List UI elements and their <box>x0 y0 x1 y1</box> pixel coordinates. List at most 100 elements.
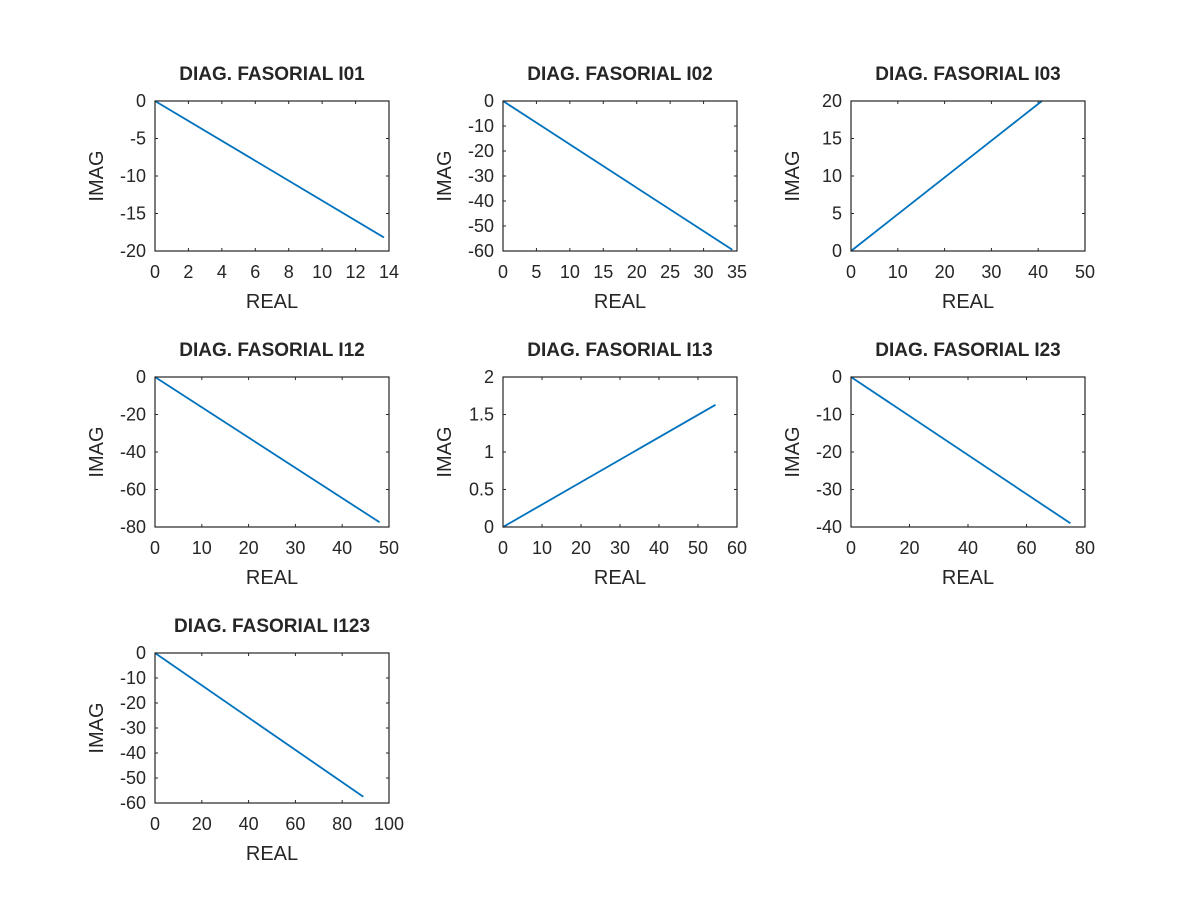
series-line <box>850 376 1071 525</box>
x-axis-label: REAL <box>942 291 994 313</box>
axes-box <box>850 376 1086 528</box>
x-tick-label: 10 <box>312 262 332 282</box>
y-tick-label: 0 <box>136 91 146 111</box>
x-tick-label: 0 <box>846 262 856 282</box>
x-tick-label: 40 <box>649 538 669 558</box>
y-axis-label: IMAG <box>782 150 804 201</box>
y-tick-label: -20 <box>816 442 842 462</box>
subplot-title: DIAG. FASORIAL I12 <box>179 340 364 361</box>
y-tick-label: -60 <box>120 793 146 813</box>
x-tick-label: 8 <box>284 262 294 282</box>
y-tick-label: -30 <box>120 718 146 738</box>
y-tick-label: 0 <box>136 643 146 663</box>
y-axis-label: IMAG <box>434 150 456 201</box>
x-tick-label: 0 <box>150 538 160 558</box>
x-axis-label: REAL <box>594 567 646 589</box>
y-tick-label: -30 <box>468 166 494 186</box>
axes-box <box>154 376 390 528</box>
y-tick-label: 0 <box>832 367 842 387</box>
x-axis-label: REAL <box>594 291 646 313</box>
y-tick-label: -60 <box>468 241 494 261</box>
x-tick-label: 5 <box>531 262 541 282</box>
y-axis-label: IMAG <box>86 702 108 753</box>
x-axis-label: REAL <box>942 567 994 589</box>
subplot-4: DIAG. FASORIAL I12 0 10 20 30 40 50 0 -20 -40 -60 -… <box>86 340 399 589</box>
subplot-7: DIAG. FASORIAL I123 0 20 40 60 80 100 0 -10 -20 -3… <box>86 616 404 865</box>
x-tick-label: 80 <box>1075 538 1095 558</box>
subplot-2: DIAG. FASORIAL I02 0 5 10 15 20 25 30 35 0 -10 -20 -… <box>434 64 747 313</box>
y-tick-label: -15 <box>120 204 146 224</box>
series-line <box>502 100 733 251</box>
subplot-5: DIAG. FASORIAL I13 0 10 20 30 40 50 60 0 0.5 1 1.5 2… <box>434 340 747 589</box>
x-tick-label: 10 <box>888 262 908 282</box>
y-tick-label: -10 <box>120 668 146 688</box>
x-tick-label: 20 <box>935 262 955 282</box>
x-axis-label: REAL <box>246 843 298 865</box>
series-line <box>502 404 716 528</box>
x-tick-label: 4 <box>217 262 227 282</box>
x-tick-label: 0 <box>498 262 508 282</box>
x-tick-label: 10 <box>560 262 580 282</box>
y-tick-label: 1.5 <box>469 405 494 425</box>
x-axis-label: REAL <box>246 567 298 589</box>
axes-box <box>502 376 738 528</box>
x-tick-label: 30 <box>981 262 1001 282</box>
series-line <box>154 652 364 798</box>
y-tick-label: -10 <box>816 405 842 425</box>
y-tick-label: 5 <box>832 204 842 224</box>
x-tick-label: 40 <box>958 538 978 558</box>
series-line <box>154 100 385 239</box>
x-tick-label: 14 <box>379 262 399 282</box>
x-tick-label: 20 <box>571 538 591 558</box>
x-tick-label: 50 <box>1075 262 1095 282</box>
x-tick-label: 35 <box>727 262 747 282</box>
subplot-title: DIAG. FASORIAL I123 <box>174 616 370 637</box>
x-tick-label: 30 <box>610 538 630 558</box>
y-axis-label: IMAG <box>86 426 108 477</box>
y-tick-label: 20 <box>822 91 842 111</box>
y-tick-label: -10 <box>120 166 146 186</box>
y-tick-label: 10 <box>822 166 842 186</box>
axes-box <box>154 100 390 252</box>
x-tick-label: 30 <box>694 262 714 282</box>
y-tick-label: -40 <box>120 442 146 462</box>
axes-box <box>154 652 390 804</box>
y-tick-label: 0 <box>136 367 146 387</box>
x-tick-label: 20 <box>899 538 919 558</box>
subplot-title: DIAG. FASORIAL I23 <box>875 340 1060 361</box>
x-tick-label: 0 <box>498 538 508 558</box>
x-tick-label: 80 <box>332 814 352 834</box>
subplot-title: DIAG. FASORIAL I02 <box>527 64 712 85</box>
y-axis-label: IMAG <box>782 426 804 477</box>
subplot-3: DIAG. FASORIAL I03 0 10 20 30 40 50 0 5 10 15 20 REA… <box>782 64 1095 313</box>
x-tick-label: 15 <box>593 262 613 282</box>
x-tick-label: 60 <box>1016 538 1036 558</box>
y-tick-label: 0.5 <box>469 480 494 500</box>
x-tick-label: 10 <box>532 538 552 558</box>
x-tick-label: 40 <box>239 814 259 834</box>
y-tick-label: -30 <box>816 480 842 500</box>
y-tick-label: 0 <box>832 241 842 261</box>
y-tick-label: -20 <box>468 141 494 161</box>
y-axis-label: IMAG <box>86 150 108 201</box>
axes-box <box>850 100 1086 252</box>
y-tick-label: -80 <box>120 517 146 537</box>
x-tick-label: 6 <box>250 262 260 282</box>
x-tick-label: 100 <box>374 814 404 834</box>
x-axis-label: REAL <box>246 291 298 313</box>
subplot-title: DIAG. FASORIAL I03 <box>875 64 1060 85</box>
y-tick-label: -40 <box>468 191 494 211</box>
y-tick-label: -5 <box>130 129 146 149</box>
x-tick-label: 20 <box>239 538 259 558</box>
y-tick-label: 1 <box>484 442 494 462</box>
y-tick-label: -50 <box>468 216 494 236</box>
y-tick-label: -40 <box>120 743 146 763</box>
subplot-title: DIAG. FASORIAL I01 <box>179 64 365 85</box>
subplot-1: DIAG. FASORIAL I01 0 2 4 6 8 10 12 14 0 -5 -10 -15 -2… <box>86 64 399 313</box>
x-tick-label: 50 <box>688 538 708 558</box>
y-tick-label: 15 <box>822 129 842 149</box>
series-line <box>850 100 1043 252</box>
x-tick-label: 0 <box>150 262 160 282</box>
y-tick-label: -20 <box>120 693 146 713</box>
